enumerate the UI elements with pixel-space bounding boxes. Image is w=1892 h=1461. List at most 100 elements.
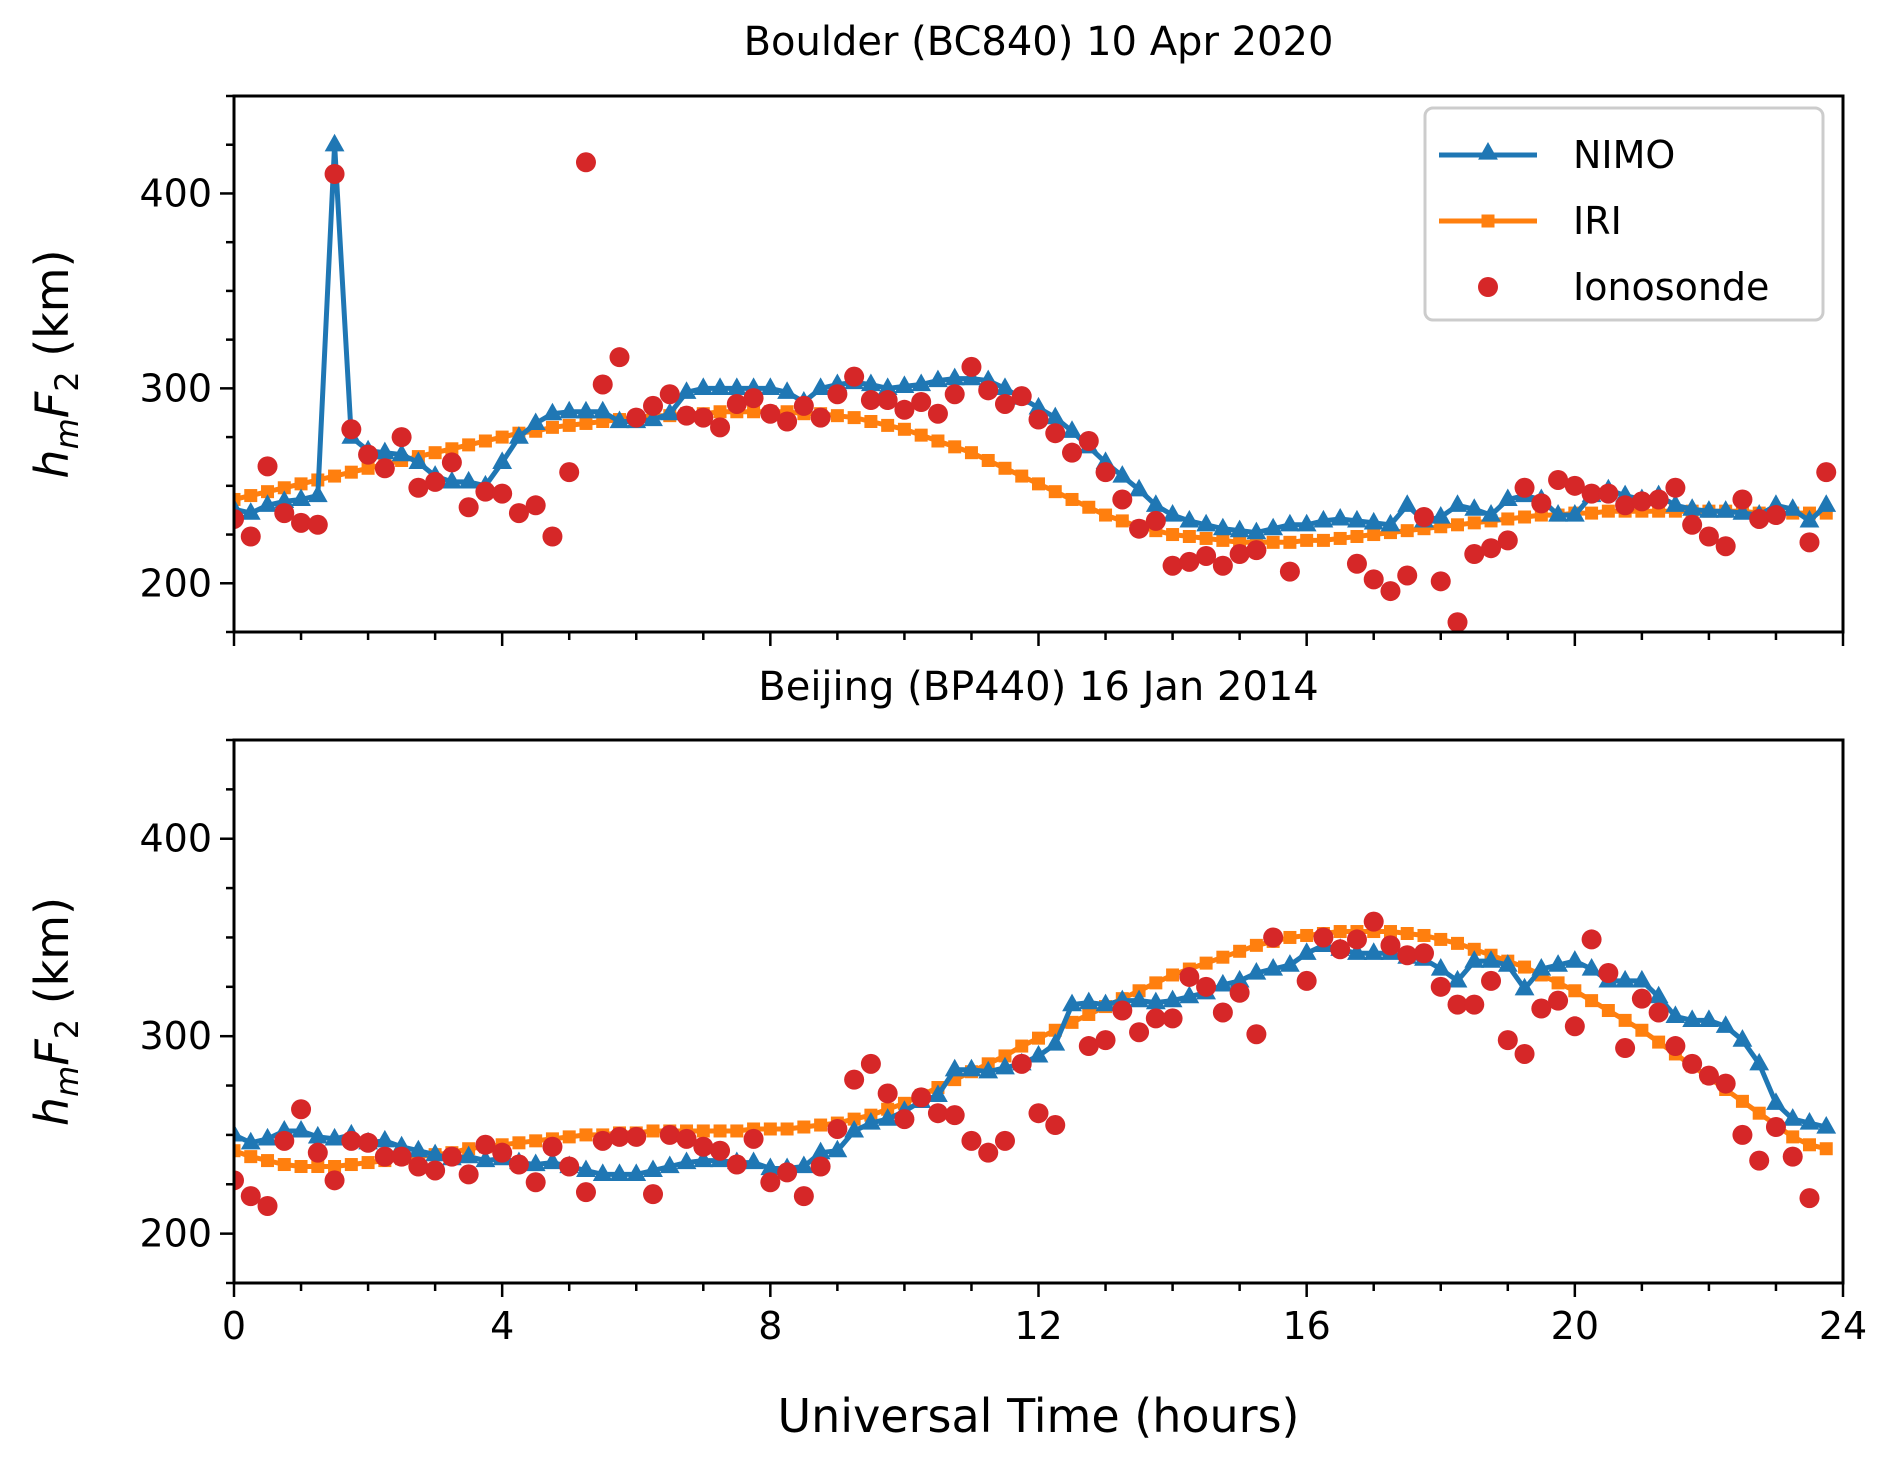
nimo-point: [1296, 942, 1317, 960]
nimo-point: [1464, 950, 1485, 968]
iri-point: [1400, 927, 1414, 941]
ionosonde-point: [475, 1134, 496, 1155]
ionosonde-point: [877, 390, 898, 411]
ionosonde-point: [1648, 1002, 1669, 1023]
nimo-point: [1062, 420, 1082, 438]
iri-point: [1216, 950, 1230, 964]
ionosonde-point: [1363, 911, 1384, 932]
ionosonde-point: [1715, 536, 1736, 557]
nimo-point: [1682, 1009, 1703, 1027]
ionosonde-point: [659, 384, 680, 405]
ionosonde-point: [358, 444, 379, 465]
iri-point: [361, 1156, 375, 1170]
panel-beijing: Beijing (BP440) 16 Jan 2014 hmF2 (km) 0 4…: [25, 664, 1867, 1348]
iri-point: [1585, 506, 1599, 520]
ionosonde-point: [391, 427, 412, 448]
iri-point: [261, 1154, 275, 1168]
ionosonde-point: [1078, 430, 1099, 451]
x-axis-label: Universal Time (hours): [777, 1389, 1299, 1443]
iri-point: [780, 1122, 794, 1136]
iri-point: [1182, 529, 1196, 543]
iri-point: [579, 1128, 593, 1142]
ionosonde-point: [274, 503, 295, 524]
ionosonde-point: [1229, 982, 1250, 1003]
ionosonde-point: [575, 152, 596, 173]
nimo-point: [1229, 969, 1250, 988]
ionosonde-point: [1346, 553, 1367, 574]
iri-point: [244, 1150, 258, 1164]
ionosonde-point: [291, 512, 312, 533]
ionosonde-point: [1531, 493, 1552, 514]
ionosonde-point: [911, 392, 932, 413]
ionosonde-point: [726, 393, 747, 414]
ionosonde-point: [341, 1130, 362, 1151]
nimo-point: [1497, 954, 1518, 972]
nimo-point: [1280, 513, 1300, 532]
nimo-point: [1648, 985, 1669, 1004]
ionosonde-point: [659, 1124, 680, 1145]
nimo-point: [391, 443, 412, 462]
iri-point: [1115, 514, 1129, 528]
nimo-point: [626, 1163, 647, 1181]
iri-point: [1166, 528, 1180, 542]
ionosonde-point: [1413, 943, 1434, 964]
nimo-point: [1347, 942, 1367, 960]
iri-point: [1618, 1013, 1632, 1027]
ionosonde-point: [760, 403, 781, 424]
iri-point: [1367, 528, 1381, 542]
ionosonde-point: [1430, 976, 1451, 997]
iri-point: [1082, 500, 1096, 514]
nimo-point: [1129, 989, 1149, 1008]
ionosonde-point: [1330, 939, 1351, 960]
iri-point: [344, 1158, 358, 1172]
nimo-point: [1129, 478, 1149, 497]
iri-point: [1501, 512, 1515, 526]
nimo-point: [1212, 973, 1233, 992]
iri-point: [696, 1124, 710, 1138]
y-tick-label: 400: [139, 817, 212, 861]
nimo-point: [1799, 509, 1820, 528]
ionosonde-point: [374, 1146, 395, 1167]
nimo-point: [492, 451, 513, 470]
iri-point: [847, 1112, 861, 1126]
ionosonde-point: [1045, 1115, 1066, 1136]
nimo-point: [1045, 1033, 1066, 1051]
ionosonde-point: [1196, 976, 1217, 997]
x-tick-label: 0: [222, 1304, 246, 1348]
axis-ticks: 0 4 8 12 16 20 24 200 300 400: [139, 738, 1867, 1348]
nimo-point: [1263, 958, 1284, 976]
ionosonde-point: [525, 1172, 546, 1193]
y-tick-label: 400: [139, 171, 212, 215]
nimo-point: [559, 400, 580, 419]
nimo-point: [1078, 991, 1099, 1010]
nimo-point: [1699, 1009, 1719, 1027]
ionosonde-point: [1028, 1103, 1049, 1124]
ionosonde-point: [1129, 518, 1150, 539]
iri-point: [1199, 531, 1213, 545]
ionosonde-point: [1196, 545, 1217, 566]
iri-point: [1467, 516, 1481, 530]
ionosonde-point: [1095, 462, 1116, 483]
ionosonde-point: [1112, 489, 1133, 510]
iri-point: [244, 489, 258, 503]
y-axis-label: hmF2 (km): [25, 897, 86, 1126]
nimo-point: [944, 1058, 965, 1077]
iri-point: [529, 1134, 543, 1148]
ionosonde-point: [525, 495, 546, 516]
ionosonde-point: [1279, 561, 1300, 582]
square-marker-icon: [1481, 214, 1495, 228]
axes-frame: [232, 738, 1845, 1285]
y-tick-label: 200: [139, 561, 212, 605]
series-ionosonde: [234, 152, 1837, 632]
nimo-point: [844, 1119, 865, 1138]
nimo-point: [1816, 494, 1837, 512]
ionosonde-point: [341, 419, 362, 440]
ionosonde-point: [676, 405, 697, 426]
iri-point: [1048, 485, 1062, 499]
ionosonde-point: [1380, 935, 1401, 956]
nimo-point: [1028, 1044, 1049, 1063]
iri-point: [1300, 533, 1314, 547]
nimo-point: [609, 410, 630, 429]
nimo-point: [609, 1163, 630, 1181]
ionosonde-point: [643, 395, 664, 416]
